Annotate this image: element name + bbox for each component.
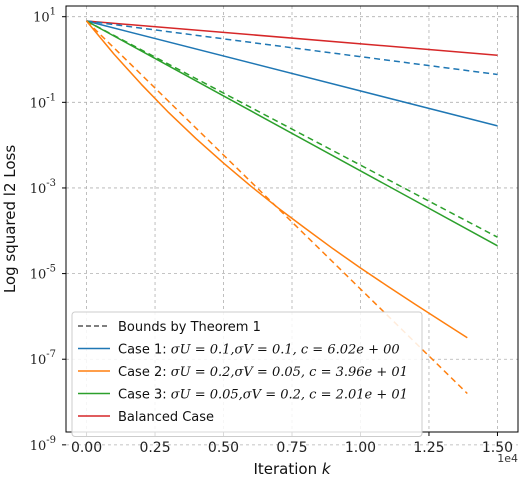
legend: Bounds by Theorem 1 Case 1: σU = 0.1,σV =…: [71, 311, 423, 437]
axis-ticks: 0.00 0.25 0.50 0.75 1.00 1.25 1.50 101 10-1 10-3 1…: [30, 7, 513, 456]
case-3-line: [86, 20, 498, 247]
x-tick-label: 1.25: [413, 440, 444, 456]
x-tick-label: 0.75: [276, 440, 307, 456]
legend-box: [71, 311, 423, 437]
x-tick-label: 0.00: [71, 440, 102, 456]
legend-label: Case 3: σU = 0.05,σV = 0.2, c = 2.01e + …: [118, 388, 408, 403]
case-1-line: [86, 20, 498, 127]
legend-label: Case 2: σU = 0.2,σV = 0.05, c = 3.96e + …: [118, 365, 408, 380]
x-axis-label: Iteration k: [253, 460, 331, 478]
x-tick-label: 0.50: [208, 440, 239, 456]
y-tick-label: 10-1: [30, 92, 56, 111]
balanced-case-line: [86, 20, 498, 56]
case-2-line: [85, 20, 468, 339]
y-axis-label: Log squared l2 Loss: [1, 145, 19, 294]
x-tick-label: 1.50: [482, 440, 513, 456]
x-axis-multiplier: 1e4: [497, 452, 518, 465]
legend-item: Bounds by Theorem 1: [78, 320, 261, 335]
y-tick-label: 10-3: [30, 178, 56, 197]
y-tick-label: 10-7: [30, 349, 56, 368]
y-tick-label: 10-5: [30, 264, 56, 283]
y-tick-label: 101: [33, 7, 56, 26]
x-tick-label: 1.00: [345, 440, 376, 456]
legend-label: Bounds by Theorem 1: [118, 320, 261, 335]
legend-item: Case 3: σU = 0.05,σV = 0.2, c = 2.01e + …: [78, 388, 408, 403]
bound-series-2-bound-line: [86, 20, 498, 76]
legend-label: Balanced Case: [118, 410, 214, 425]
legend-item: Case 1: σU = 0.1,σV = 0.1, c = 6.02e + 0…: [78, 343, 400, 358]
legend-item: Balanced Case: [78, 410, 214, 425]
legend-item: Case 2: σU = 0.2,σV = 0.05, c = 3.96e + …: [78, 365, 408, 380]
y-tick-label: 10-9: [30, 435, 56, 454]
bound-series-4-bound-line: [86, 20, 498, 238]
legend-label: Case 1: σU = 0.1,σV = 0.1, c = 6.02e + 0…: [118, 343, 400, 358]
x-tick-label: 0.25: [139, 440, 170, 456]
